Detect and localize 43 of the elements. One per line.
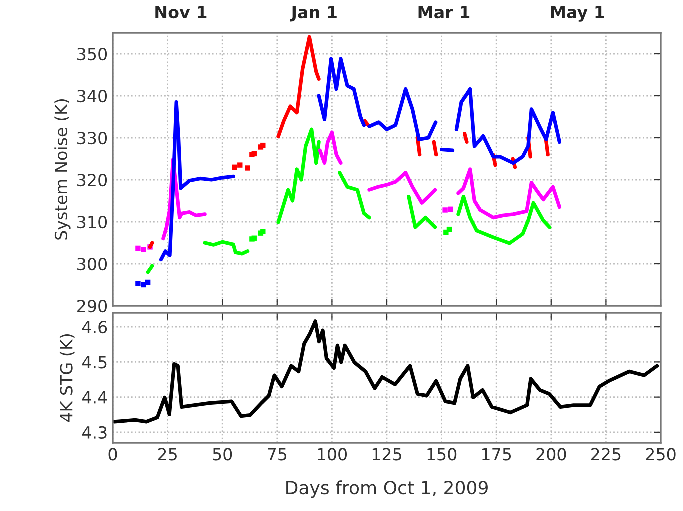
point xyxy=(136,246,141,252)
y-tick-label: 4.4 xyxy=(82,392,108,404)
point xyxy=(136,281,141,286)
x-tick-label: 25 xyxy=(158,448,177,461)
y-tick-label: 4.3 xyxy=(82,426,107,440)
line-series xyxy=(113,320,660,424)
y-tick-label: 310 xyxy=(78,216,108,229)
y-axis-title: 4K STG (K) xyxy=(60,334,75,422)
y-tick-label: 350 xyxy=(78,48,108,61)
x-axis-title: Days from Oct 1, 2009 xyxy=(286,480,488,498)
point xyxy=(260,229,266,234)
x2-tick-label: Jan 1 xyxy=(290,6,337,22)
point xyxy=(448,206,454,212)
x-tick-label: 150 xyxy=(428,448,457,461)
y-tick-label: 340 xyxy=(78,90,108,103)
x-tick-label: 50 xyxy=(213,448,232,461)
x-tick-label: 250 xyxy=(646,448,676,461)
x2-tick-label: May 1 xyxy=(551,6,604,22)
point xyxy=(446,226,452,232)
y-tick-label: 290 xyxy=(78,300,108,313)
point xyxy=(232,164,238,170)
point xyxy=(141,282,146,288)
y-tick-label: 330 xyxy=(78,132,108,145)
point xyxy=(238,162,243,168)
y-tick-label: 4.5 xyxy=(82,356,107,369)
point xyxy=(145,280,151,286)
x-tick-label: 200 xyxy=(536,448,566,461)
y-axis-title: System Noise (K) xyxy=(54,99,71,240)
x-tick-label: 0 xyxy=(108,448,118,461)
y-tick-label: 320 xyxy=(78,174,108,187)
x-tick-label: 125 xyxy=(372,448,402,461)
x2-tick-label: Mar 1 xyxy=(418,6,470,19)
point xyxy=(141,247,146,252)
y-tick-label: 4.6 xyxy=(82,321,108,334)
x-tick-label: 75 xyxy=(268,448,287,461)
x-tick-label: 225 xyxy=(592,448,621,461)
x-tick-label: 100 xyxy=(318,448,347,461)
point xyxy=(245,166,250,171)
y-tick-label: 300 xyxy=(78,258,108,271)
point xyxy=(442,208,448,213)
x-tick-label: 175 xyxy=(482,448,512,461)
x2-tick-label: Nov 1 xyxy=(156,6,207,19)
point xyxy=(260,142,266,148)
